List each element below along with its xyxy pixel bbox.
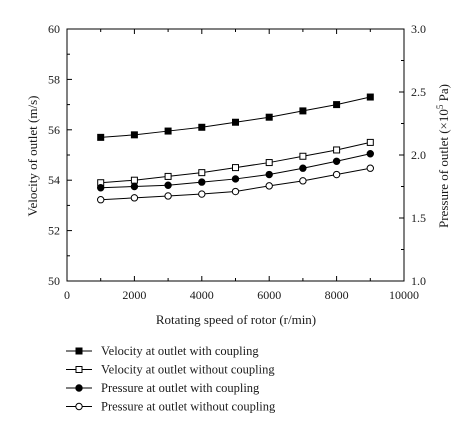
left-y-tick-label: 52: [48, 224, 60, 238]
data-point: [164, 181, 172, 189]
data-point: [265, 182, 273, 190]
data-point: [97, 196, 105, 204]
legend-label: Pressure at outlet with coupling: [101, 381, 260, 395]
right-y-tick-label: 1.0: [411, 274, 426, 288]
series-3: [97, 150, 374, 192]
data-point: [232, 164, 239, 172]
data-point: [333, 146, 341, 154]
data-point: [332, 157, 341, 166]
data-point: [366, 93, 374, 101]
x-axis-label: Rotating speed of rotor (r/min): [156, 312, 316, 327]
data-point: [130, 182, 139, 191]
plot-axes: 0 2000 4000 6000 8000 10000 50 52 54 56 58 60 1.0 1.5…: [48, 22, 426, 302]
plot-frame: [66, 28, 405, 282]
series-layer: [97, 93, 374, 204]
data-point: [265, 170, 273, 179]
right-y-axis-label-suffix: Pa): [436, 84, 451, 105]
legend-item: Velocity at outlet with coupling: [66, 344, 259, 358]
left-y-tick-label: 50: [48, 274, 60, 288]
data-point: [333, 101, 341, 109]
data-point: [366, 138, 374, 146]
right-y-axis-label-exponent: 5: [435, 104, 445, 109]
data-point: [299, 177, 307, 185]
data-point: [164, 192, 172, 200]
legend-item: Pressure at outlet with coupling: [66, 381, 260, 395]
right-y-axis-label: Pressure of outlet (×105 Pa): [435, 84, 451, 228]
series-1: [97, 93, 374, 141]
legend-label: Pressure at outlet without coupling: [101, 400, 276, 414]
left-y-tick-label: 58: [48, 72, 60, 86]
legend: Velocity at outlet with coupling Velocity…: [66, 344, 276, 414]
data-point: [332, 170, 341, 179]
legend-item: Velocity at outlet without coupling: [66, 363, 275, 377]
data-point: [97, 184, 105, 192]
data-point: [198, 190, 206, 198]
series-2: [97, 138, 374, 187]
data-point: [198, 123, 206, 131]
x-tick-label: 2000: [122, 288, 146, 302]
data-point: [299, 164, 307, 172]
right-y-axis-label-prefix: Pressure of outlet (×10: [436, 109, 451, 228]
data-point: [164, 172, 172, 180]
right-y-tick-label: 3.0: [411, 22, 426, 36]
data-point: [130, 194, 139, 202]
series-line: [100, 96, 371, 138]
data-point: [299, 107, 307, 115]
left-y-tick-label: 54: [48, 173, 60, 187]
data-point: [130, 131, 138, 139]
data-point: [130, 176, 138, 184]
left-y-axis-label: Velocity of outlet (m/s): [25, 96, 40, 217]
data-point: [232, 118, 239, 126]
x-tick-label: 8000: [325, 288, 349, 302]
x-tick-label: 6000: [257, 288, 281, 302]
legend-marker: [75, 402, 83, 411]
data-point: [164, 127, 172, 135]
data-point: [231, 175, 240, 183]
legend-label: Velocity at outlet with coupling: [101, 344, 259, 358]
legend-label: Velocity at outlet without coupling: [101, 363, 275, 377]
right-y-tick-label: 1.5: [411, 211, 426, 225]
left-y-tick-label: 60: [48, 22, 60, 36]
series-4: [97, 164, 374, 204]
legend-marker: [75, 366, 83, 373]
data-point: [366, 164, 374, 172]
x-tick-label: 0: [64, 288, 70, 302]
legend-marker: [75, 384, 83, 392]
data-point: [198, 178, 206, 186]
data-point: [299, 152, 307, 160]
legend-item: Pressure at outlet without coupling: [66, 400, 276, 414]
right-y-tick-label: 2.0: [411, 148, 426, 162]
data-point: [265, 113, 273, 121]
left-y-tick-label: 56: [48, 123, 60, 137]
x-tick-label: 10000: [389, 288, 419, 302]
data-point: [265, 159, 273, 167]
x-tick-label: 4000: [190, 288, 214, 302]
data-point: [366, 150, 374, 158]
legend-marker: [75, 347, 83, 355]
data-point: [97, 133, 105, 141]
data-point: [198, 169, 206, 177]
right-y-tick-label: 2.5: [411, 85, 426, 99]
data-point: [231, 187, 240, 196]
